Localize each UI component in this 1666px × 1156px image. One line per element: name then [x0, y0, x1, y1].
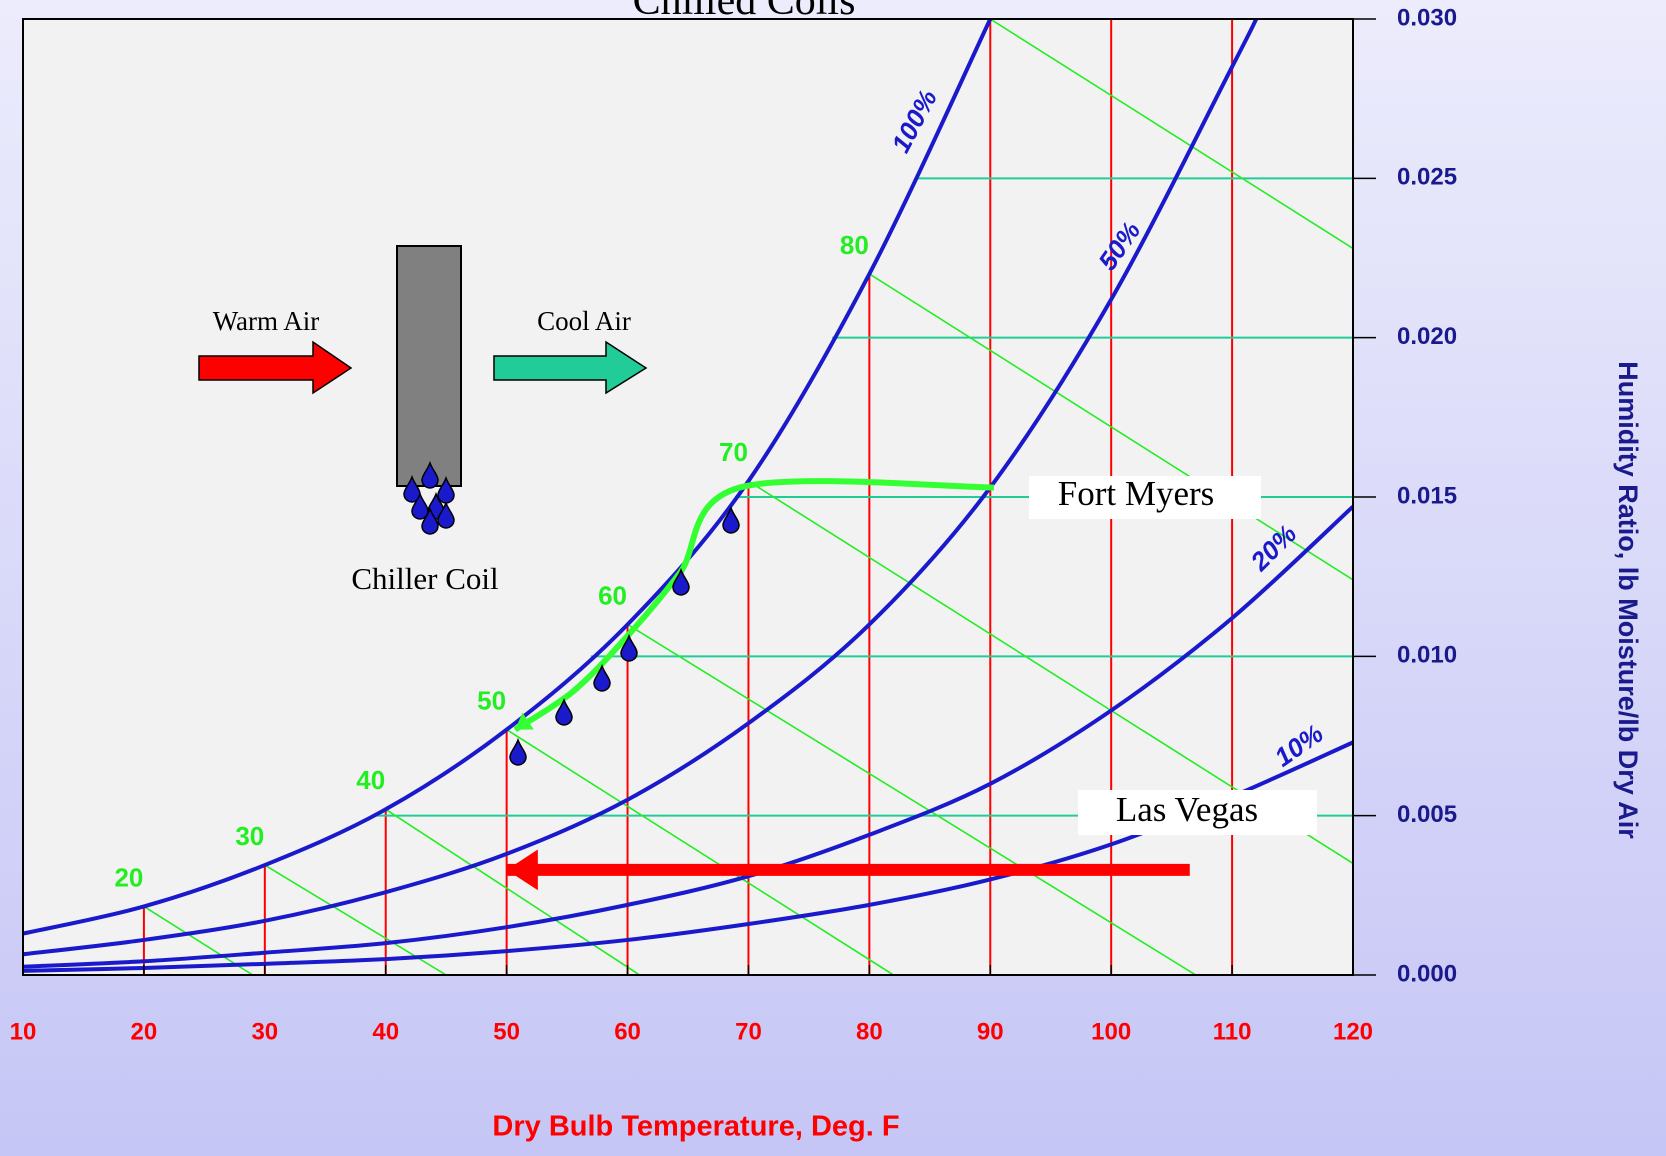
arrowhead: [515, 712, 534, 730]
x-tick-label: 30: [251, 1018, 278, 1045]
wet-bulb-label: 20: [114, 862, 143, 892]
x-tick-label: 50: [493, 1018, 520, 1045]
diagram-label: Warm Air: [213, 306, 320, 336]
x-tick-label: 60: [614, 1018, 641, 1045]
x-tick-label: 110: [1213, 1018, 1252, 1045]
x-tick-label: 40: [372, 1018, 399, 1045]
x-tick-label: 90: [977, 1018, 1004, 1045]
droplet: [555, 697, 573, 726]
y-tick-label: 0.025: [1397, 164, 1457, 191]
wet-bulb-line: [506, 728, 894, 975]
wet-bulb-label: 70: [719, 437, 748, 467]
arrowhead: [506, 849, 538, 891]
label-layer: Fort Myers Las Vegas: [1029, 474, 1317, 835]
droplet: [411, 491, 429, 520]
wet-bulb-label: 80: [840, 230, 869, 260]
rh-curve: [23, 740, 1353, 973]
warm-arrow: [198, 340, 353, 395]
droplets: [403, 460, 740, 766]
droplet: [593, 663, 611, 692]
rh-curve: [23, 19, 993, 936]
droplet: [403, 474, 421, 503]
wet-bulb-label: 60: [598, 580, 627, 610]
y-tick-label: 0.010: [1397, 642, 1457, 669]
x-tick-label: 20: [131, 1018, 158, 1045]
curve-layer: [23, 19, 1353, 973]
label-box: [1078, 790, 1317, 835]
rh-curve: [23, 19, 1259, 957]
axis-layer: 10 20 30 40 50 60 70 80 90 100 110 120 0.000 0.005 0.0…: [10, 4, 1457, 1045]
coil-diagram: Warm Air Cool Air Chiller Coil: [198, 245, 740, 766]
y-tick-label: 0.015: [1397, 482, 1457, 509]
x-tick-label: 10: [10, 1018, 37, 1045]
x-tick-label: 80: [856, 1018, 883, 1045]
rh-curve: [23, 505, 1353, 969]
coil: [396, 245, 462, 487]
droplet: [672, 567, 690, 596]
y-tick-label: 0.000: [1397, 960, 1457, 987]
y-axis-label: Humidity Ratio, lb Moisture/lb Dry Air: [1613, 361, 1643, 839]
wet-bulb-line: [868, 273, 1353, 581]
label-box: [1029, 476, 1261, 519]
cool-arrow: [493, 340, 648, 395]
wet-bulb-label: 40: [356, 765, 385, 795]
wet-bulb-line: [989, 19, 1353, 250]
droplet: [421, 506, 439, 535]
droplet: [620, 633, 638, 662]
droplet: [722, 505, 740, 534]
diagram-label: Cool Air: [537, 306, 631, 336]
wet-bulb-line: [385, 808, 641, 975]
y-tick-label: 0.020: [1397, 323, 1457, 350]
wet-bulb-label: 30: [235, 821, 264, 851]
droplet: [437, 500, 455, 529]
y-tick-label: 0.005: [1397, 801, 1457, 828]
droplet: [421, 460, 439, 489]
chart-title: Chilled Coils: [633, 0, 856, 24]
process-label: Las Vegas: [1116, 790, 1258, 829]
x-tick-label: 120: [1333, 1018, 1373, 1045]
droplet: [509, 737, 527, 766]
x-axis-label: Dry Bulb Temperature, Deg. F: [492, 1111, 899, 1143]
wet-bulb-label: 50: [477, 686, 506, 716]
process-label: Fort Myers: [1058, 474, 1215, 513]
x-tick-label: 70: [735, 1018, 762, 1045]
y-tick-label: 0.030: [1397, 4, 1457, 31]
x-tick-label: 100: [1091, 1018, 1131, 1045]
diagram-label: Chiller Coil: [351, 561, 498, 596]
wet-bulb-line: [627, 623, 1197, 975]
